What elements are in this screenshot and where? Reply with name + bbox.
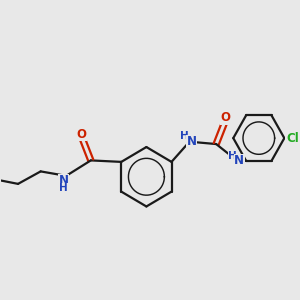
Text: N: N — [59, 174, 69, 188]
Text: H: H — [228, 151, 237, 161]
Text: N: N — [187, 135, 196, 148]
Text: H: H — [59, 183, 68, 193]
Text: N: N — [234, 154, 244, 167]
Text: O: O — [221, 111, 231, 124]
Text: O: O — [76, 128, 86, 141]
Text: Cl: Cl — [286, 132, 299, 145]
Text: H: H — [180, 131, 189, 141]
